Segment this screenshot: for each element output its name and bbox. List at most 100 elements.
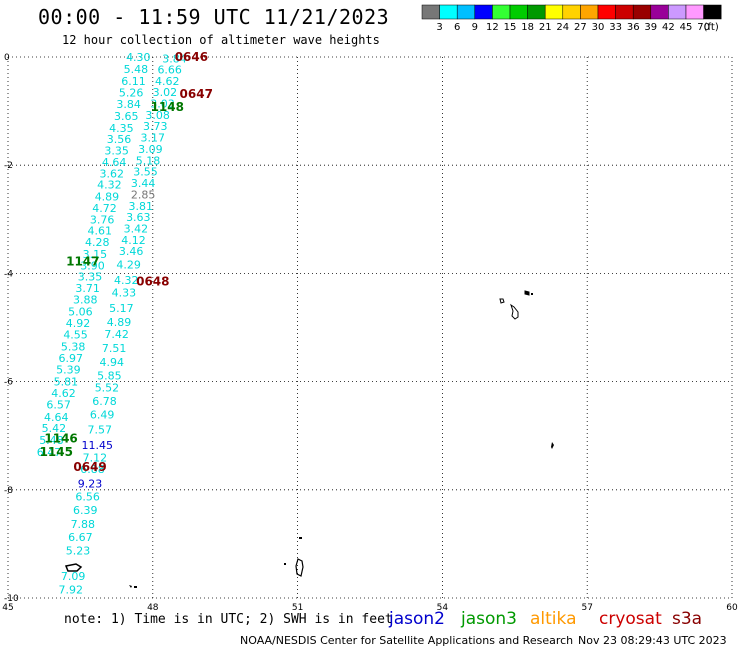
island-outline — [284, 563, 286, 565]
color-scale-label: 9 — [472, 22, 478, 33]
x-tick-label: 54 — [437, 603, 449, 613]
credit-line: NOAA/NESDIS Center for Satellite Applica… — [240, 634, 574, 647]
color-scale-label: 21 — [539, 22, 552, 33]
wave-height-point: 5.17 — [109, 302, 134, 315]
wave-height-point: 7.92 — [58, 583, 83, 596]
color-scale-label: 36 — [627, 22, 640, 33]
wave-height-point: 4.89 — [107, 316, 132, 329]
pass-time-label: 0647 — [180, 87, 213, 101]
wave-height-point: 5.18 — [136, 154, 161, 167]
footnote: note: 1) Time is in UTC; 2) SWH is in fe… — [64, 612, 393, 627]
wave-height-point: 7.51 — [102, 342, 127, 355]
island-outline — [129, 585, 132, 588]
color-scale-swatch — [668, 4, 687, 20]
wave-height-point: 3.76 — [90, 213, 115, 226]
wave-height-point: 7.57 — [87, 424, 112, 437]
color-scale-unit: (ft) — [704, 22, 719, 33]
wave-height-point: 4.30 — [126, 51, 151, 64]
color-scale-swatch — [544, 4, 564, 20]
color-scale-label: 39 — [644, 22, 657, 33]
color-scale-swatch — [562, 4, 581, 20]
wave-height-point: 3.17 — [141, 132, 166, 145]
pass-time-label: 1147 — [66, 254, 99, 268]
y-tick-label: -8 — [4, 486, 13, 496]
wave-height-points: 3.846.664.623.023.033.083.733.173.095.18… — [37, 51, 187, 596]
island-outline — [524, 290, 530, 296]
color-scale-label: 18 — [521, 22, 534, 33]
pass-time-label: 0646 — [175, 50, 208, 64]
wave-height-point: 3.84 — [116, 98, 141, 111]
island-outline — [531, 293, 533, 295]
wave-height-point: 4.35 — [109, 122, 134, 135]
wave-height-point: 4.33 — [112, 286, 137, 299]
island-outline — [295, 558, 304, 577]
x-tick-label: 57 — [581, 603, 592, 613]
wave-height-point: 6.49 — [90, 409, 115, 422]
island-outline — [299, 537, 302, 539]
wave-height-point: 4.94 — [100, 356, 125, 369]
wave-height-point: 5.23 — [66, 544, 91, 557]
wave-height-point: 5.42 — [42, 422, 67, 435]
wave-height-point: 3.08 — [145, 109, 170, 122]
wave-height-point: 6.47 — [37, 446, 62, 459]
legend-s3a: s3a — [672, 609, 703, 629]
chart-subtitle: 12 hour collection of altimeter wave hei… — [62, 33, 380, 47]
color-scale-swatch — [492, 4, 511, 20]
x-tick-label: 48 — [147, 603, 159, 613]
color-scale-label: 45 — [680, 22, 693, 33]
wave-height-point: 3.63 — [126, 211, 151, 224]
wave-height-point: 7.12 — [83, 451, 108, 464]
island-outline — [510, 303, 519, 320]
color-scale-swatch — [615, 4, 634, 20]
wave-height-point: 4.55 — [63, 329, 88, 342]
wave-height-point: 3.46 — [119, 245, 144, 258]
color-scale-swatch — [509, 4, 528, 20]
wave-height-point: 5.85 — [97, 370, 122, 383]
wave-height-point: 5.06 — [68, 305, 93, 318]
wave-height-point: 3.02 — [153, 86, 178, 99]
wave-height-point: 4.62 — [155, 75, 180, 88]
color-scale-swatch — [650, 4, 669, 20]
wave-height-point: 3.56 — [107, 133, 132, 146]
wave-height-point: 3.15 — [83, 248, 108, 261]
color-scale-label: 3 — [436, 22, 442, 33]
color-scale-label: 33 — [609, 22, 622, 33]
color-scale-swatch — [474, 4, 493, 20]
wave-height-point: 3.35 — [78, 271, 103, 284]
wave-height-point: 3.90 — [80, 259, 105, 272]
wave-height-point: 9.23 — [78, 477, 103, 490]
x-tick-label: 60 — [726, 603, 738, 613]
color-scale-label: 12 — [486, 22, 499, 33]
wave-height-point: 7.42 — [104, 328, 129, 341]
legend-jason3: jason3 — [461, 609, 517, 629]
legend-jason2: jason2 — [389, 609, 445, 629]
island-outline — [134, 586, 137, 588]
legend-cryosat: cryosat — [599, 609, 662, 629]
wave-height-point: 3.88 — [73, 293, 98, 306]
color-scale-label: 15 — [504, 22, 517, 33]
wave-height-point: 6.78 — [92, 395, 117, 408]
wave-height-point: 6.56 — [75, 490, 100, 503]
pass-time-label: 0649 — [73, 460, 106, 474]
color-scale-swatch — [439, 4, 458, 20]
color-scale-swatch — [527, 4, 546, 20]
wave-height-point: 4.61 — [87, 225, 112, 238]
wave-height-point: 4.89 — [95, 191, 120, 204]
color-scale-label: 42 — [662, 22, 675, 33]
color-scale-swatch — [632, 4, 652, 20]
wave-height-point: 5.26 — [119, 87, 144, 100]
pass-time-label: 1145 — [40, 445, 73, 459]
wave-height-point: 3.73 — [143, 120, 168, 133]
island-outline — [499, 298, 505, 304]
wave-height-point: 5.48 — [124, 63, 149, 76]
wave-height-point: 4.12 — [121, 234, 146, 247]
wave-height-point: 4.28 — [85, 236, 110, 249]
wave-height-point: 3.84 — [162, 53, 187, 66]
island-outline — [64, 563, 83, 572]
pass-time-label: 1146 — [44, 431, 77, 445]
chart-title: 00:00 - 11:59 UTC 11/21/2023 — [38, 5, 390, 29]
color-scale-label: 30 — [592, 22, 605, 33]
wave-height-point: 3.71 — [75, 282, 100, 295]
